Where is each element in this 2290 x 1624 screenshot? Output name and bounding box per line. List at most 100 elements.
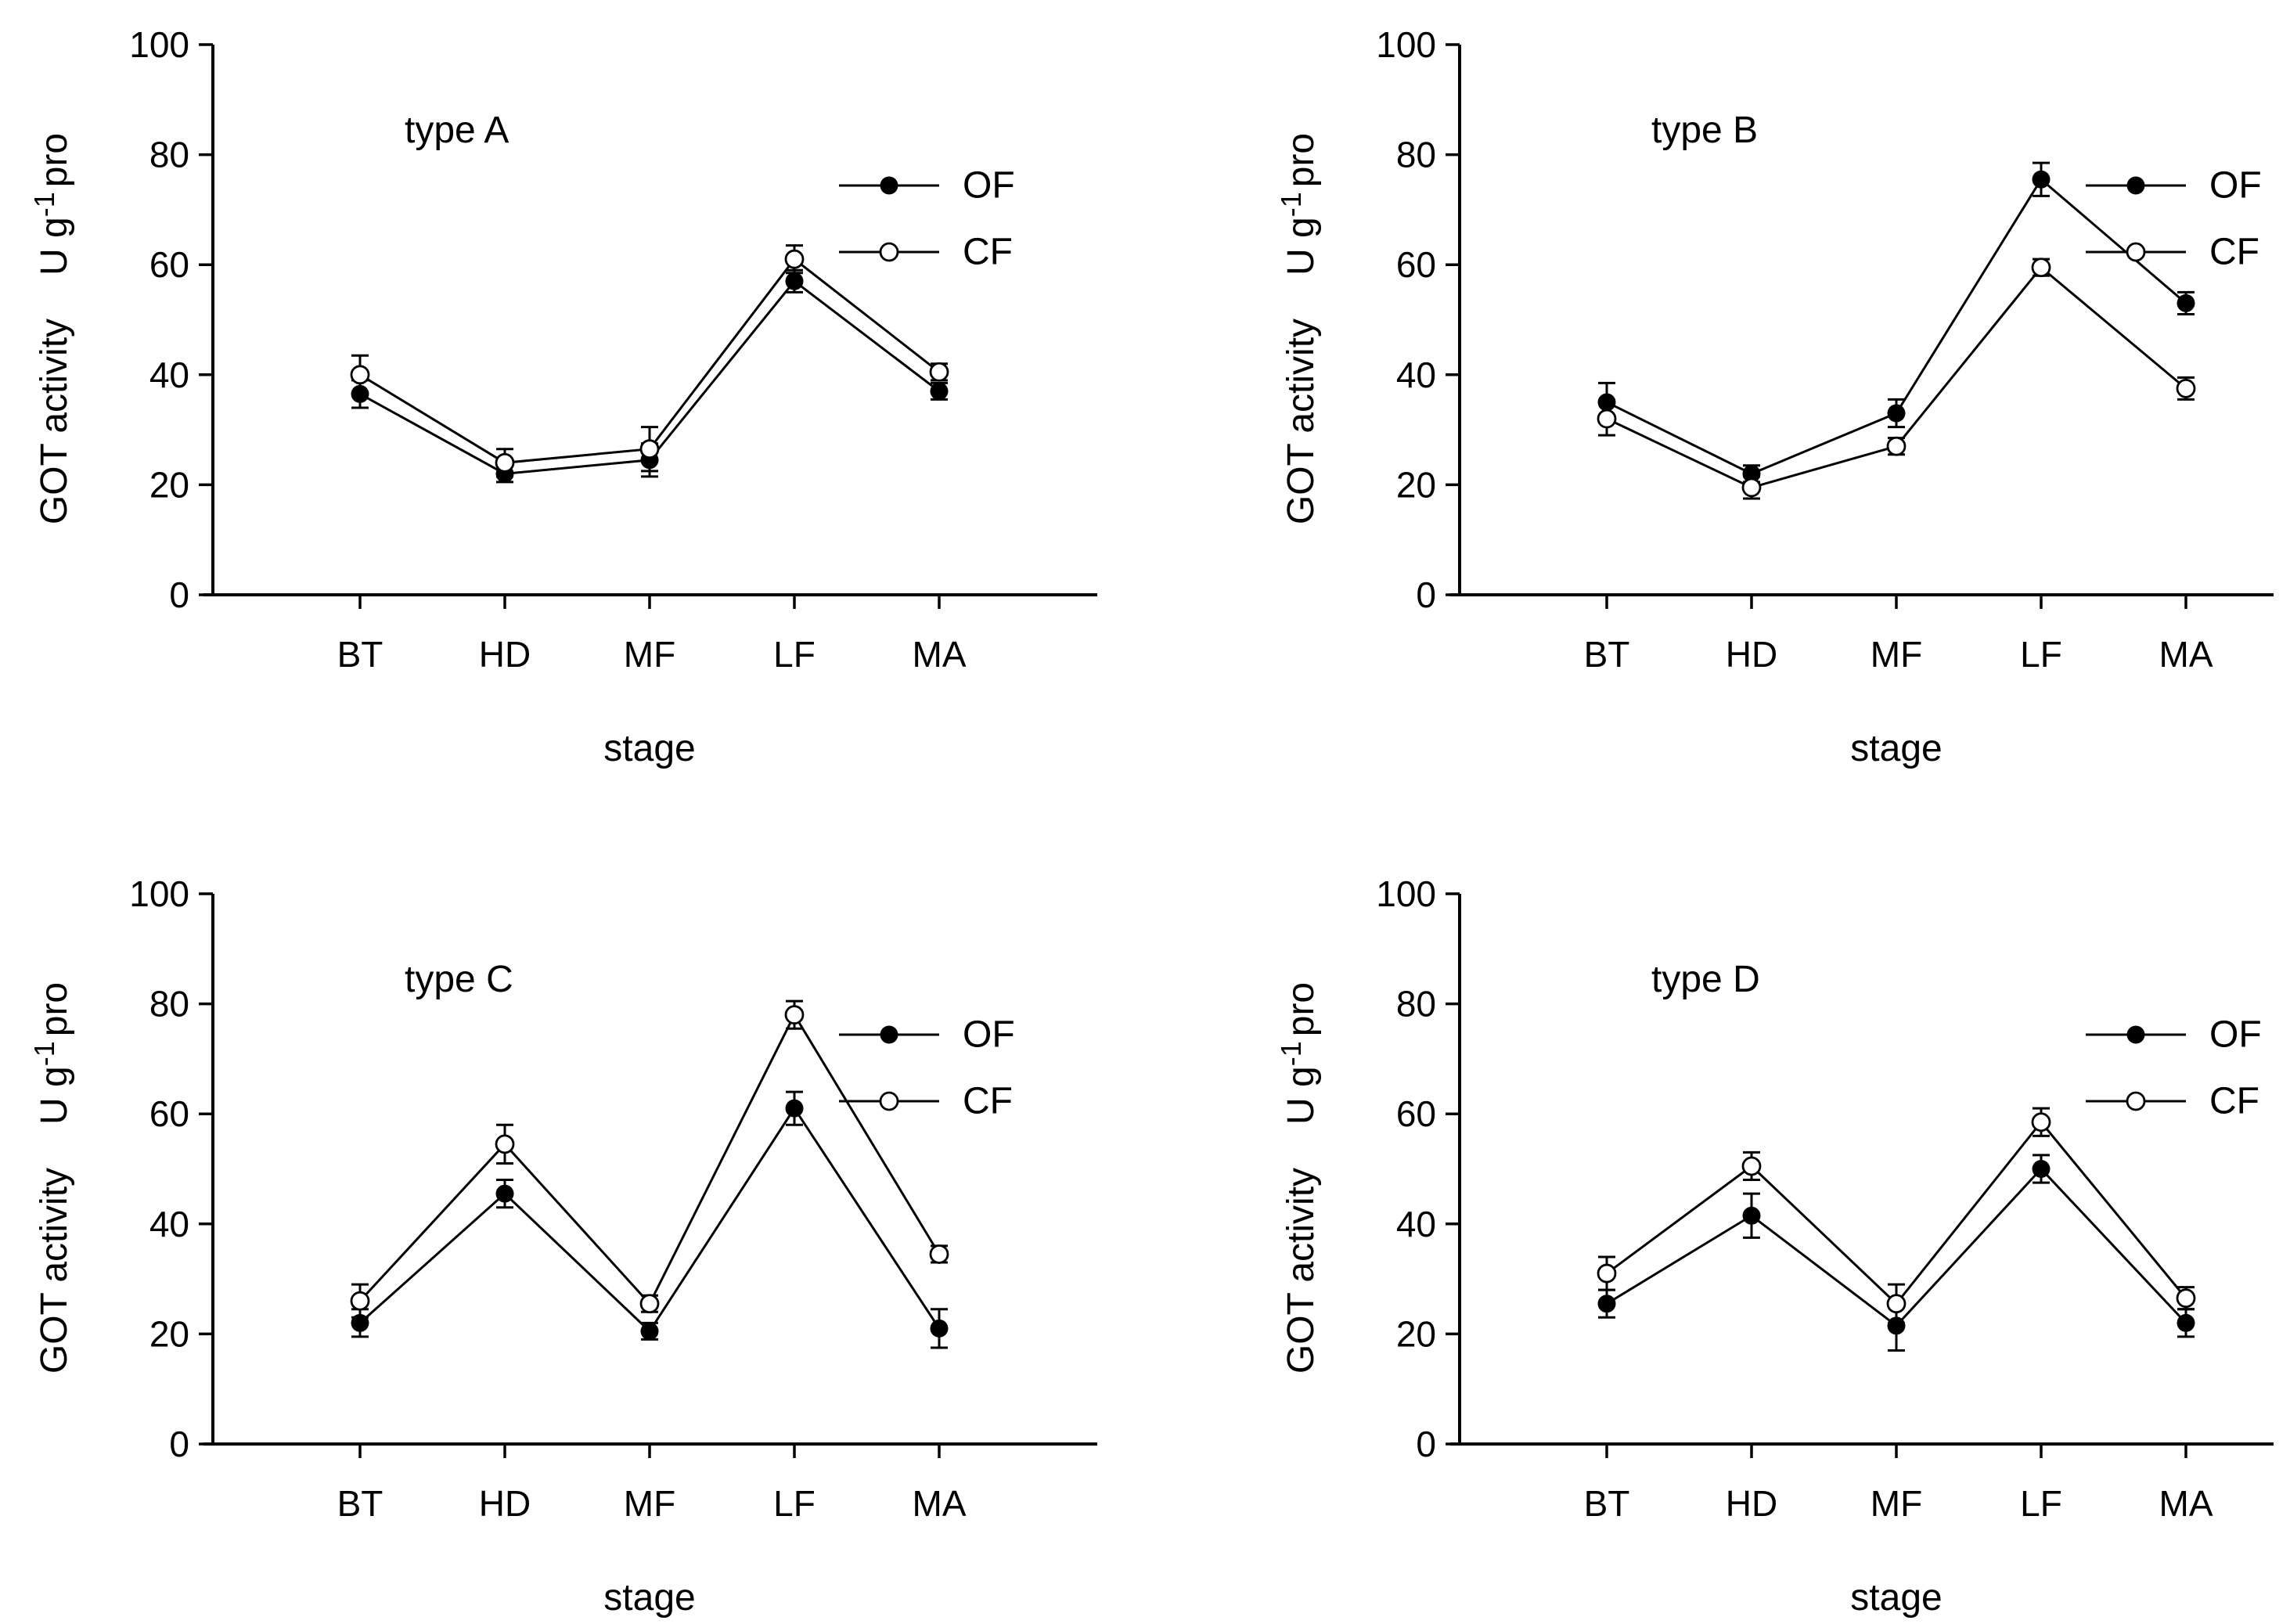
legend-item-of: OF — [2086, 1014, 2262, 1056]
y-tick-label: 80 — [1396, 135, 1436, 175]
x-axis: BT HD MF LF MA — [1450, 593, 2274, 675]
axis-title-x: stage — [603, 728, 695, 769]
series-of-filled-circle-marker — [2177, 1313, 2195, 1332]
series-of-filled-circle-marker — [2032, 1160, 2051, 1178]
legend-item-of: OF — [839, 165, 1015, 207]
legend: OF CF — [2086, 165, 2262, 273]
series-cf-open-circle-marker — [784, 1005, 805, 1025]
series-cf-open-circle-marker — [929, 362, 949, 382]
series-cf-open-circle-marker — [1886, 436, 1907, 456]
x-tick-label: MF — [624, 1483, 675, 1524]
y-tick-label: 20 — [149, 464, 189, 505]
y-tick-label: 100 — [129, 24, 189, 65]
series-of-filled-circle-marker — [930, 382, 949, 401]
series-of-filled-circle-marker — [1742, 1206, 1761, 1225]
legend: OF CF — [839, 1014, 1015, 1122]
panel-title: type D — [1651, 959, 1760, 1000]
series-cf-open-circle-marker — [2176, 1288, 2196, 1309]
series-cf-open-circle-marker — [2031, 1112, 2051, 1132]
y-tick-label: 80 — [149, 984, 189, 1024]
y-axis: 0 20 40 60 80 100 — [1376, 24, 1461, 615]
legend: OF CF — [2086, 1014, 2262, 1122]
x-tick-label: LF — [773, 634, 816, 675]
series-cf-open-circle-marker — [639, 1294, 660, 1314]
x-tick-label: MF — [1871, 1483, 1922, 1524]
legend: OF CF — [839, 165, 1015, 273]
y-tick-label: 0 — [1416, 574, 1436, 615]
series-of-filled-circle-marker — [785, 1099, 804, 1118]
y-tick-label: 60 — [1396, 1093, 1436, 1134]
y-tick-label: 0 — [169, 1424, 189, 1464]
x-tick-label: MA — [913, 634, 967, 675]
y-axis: 0 20 40 60 80 100 — [129, 24, 214, 615]
series-of-filled-circle-marker — [640, 1322, 659, 1341]
legend-cf-open-circle-marker — [879, 242, 899, 262]
series-cf-line — [1606, 1120, 2187, 1305]
legend-of-filled-circle-marker — [2126, 176, 2145, 195]
axis-title-x: stage — [1850, 1577, 1942, 1619]
legend-label-cf: CF — [2209, 1081, 2259, 1122]
legend-of-filled-circle-marker — [880, 176, 898, 195]
y-tick-label: 100 — [1376, 24, 1436, 65]
x-tick-label: MF — [1871, 634, 1922, 675]
y-tick-label: 40 — [149, 355, 189, 395]
panel-title: type B — [1651, 110, 1758, 151]
x-tick-label: BT — [337, 1483, 383, 1524]
series-cf-open-circle-marker — [1886, 1294, 1907, 1314]
x-axis: BT HD MF LF MA — [1450, 1442, 2274, 1524]
x-tick-label: MF — [624, 634, 675, 675]
axis-title-y: GOT activityU g-1pro — [28, 133, 75, 524]
series-cf-open-circle-marker — [929, 1244, 949, 1264]
y-tick-label: 20 — [1396, 464, 1436, 505]
y-tick-label: 0 — [1416, 1424, 1436, 1464]
y-tick-label: 100 — [129, 873, 189, 914]
series-cf — [350, 244, 949, 478]
series-of-filled-circle-marker — [1887, 1316, 1906, 1335]
x-tick-label: HD — [1726, 1483, 1777, 1524]
legend-label-of: OF — [963, 165, 1015, 207]
series-of — [1597, 1154, 2195, 1352]
x-tick-label: LF — [2020, 634, 2062, 675]
legend-of-filled-circle-marker — [880, 1025, 898, 1044]
y-axis: 0 20 40 60 80 100 — [1376, 873, 1461, 1464]
series-cf — [1597, 257, 2196, 500]
chart-panel-type-d: 0 20 40 60 80 100 BT HD MF LF MA stage GOT activityU… — [1275, 873, 2274, 1619]
series-cf-open-circle-marker — [1597, 409, 1617, 429]
series-cf-open-circle-marker — [350, 365, 370, 385]
legend-label-of: OF — [963, 1014, 1015, 1056]
chart-panel-type-c: 0 20 40 60 80 100 BT HD MF LF MA stage GOT activityU… — [28, 873, 1097, 1619]
y-tick-label: 40 — [1396, 1204, 1436, 1244]
panel-title: type C — [405, 959, 513, 1000]
x-tick-label: BT — [337, 634, 383, 675]
y-tick-label: 60 — [149, 1093, 189, 1134]
series-of-filled-circle-marker — [1887, 404, 1906, 423]
x-tick-label: HD — [1726, 634, 1777, 675]
series-cf-open-circle-marker — [784, 249, 805, 269]
x-tick-label: HD — [479, 1483, 531, 1524]
legend-label-cf: CF — [2209, 232, 2259, 273]
legend-label-of: OF — [2209, 165, 2262, 207]
legend-item-of: OF — [839, 1014, 1015, 1056]
legend-cf-open-circle-marker — [879, 1091, 899, 1111]
x-tick-label: MA — [2159, 634, 2213, 675]
series-cf-open-circle-marker — [2176, 378, 2196, 398]
series-cf — [350, 999, 949, 1319]
x-tick-label: HD — [479, 634, 531, 675]
x-tick-label: MA — [2159, 1483, 2213, 1524]
chart-panel-type-a: 0 20 40 60 80 100 BT HD MF LF MA stage GOT activityU… — [28, 24, 1097, 769]
y-tick-label: 20 — [1396, 1313, 1436, 1354]
legend-item-of: OF — [2086, 165, 2262, 207]
axis-title-y: GOT activityU g-1pro — [1275, 982, 1322, 1374]
panel-title: type A — [405, 110, 509, 151]
legend-label-of: OF — [2209, 1014, 2262, 1056]
y-tick-label: 80 — [149, 135, 189, 175]
series-of-line — [1606, 177, 2187, 475]
x-tick-label: MA — [913, 1483, 967, 1524]
x-tick-label: BT — [1584, 634, 1630, 675]
series-cf-open-circle-marker — [1597, 1263, 1617, 1284]
legend-item-cf: CF — [839, 1081, 1013, 1122]
x-axis: BT HD MF LF MA — [203, 593, 1097, 675]
series-cf-open-circle-marker — [1741, 477, 1762, 498]
